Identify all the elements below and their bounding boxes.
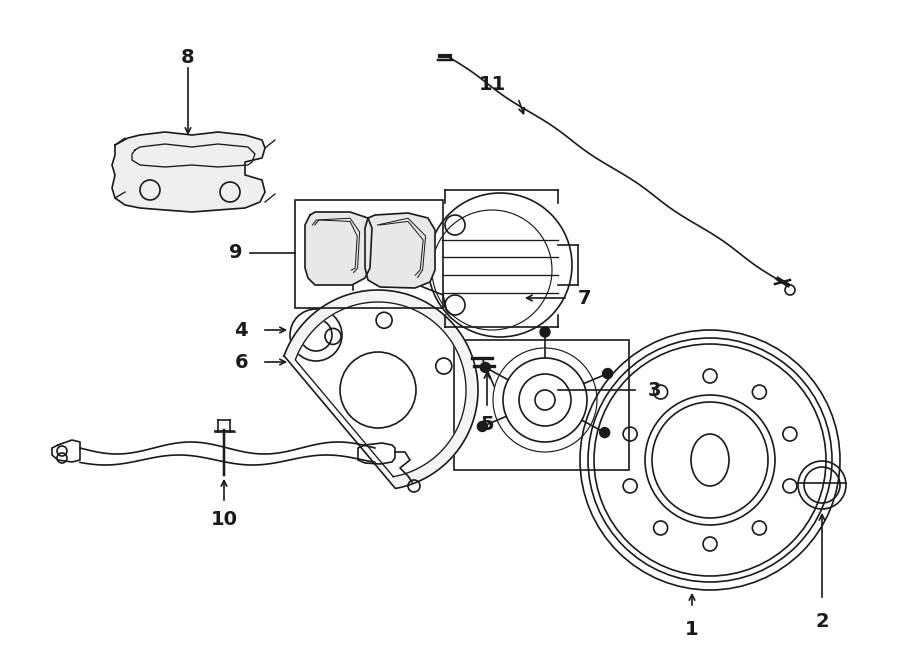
Text: 6: 6 xyxy=(234,352,248,371)
Text: 4: 4 xyxy=(234,321,248,340)
Text: 5: 5 xyxy=(481,415,494,434)
Circle shape xyxy=(540,327,550,337)
Circle shape xyxy=(603,369,613,379)
Circle shape xyxy=(599,428,609,438)
Text: 2: 2 xyxy=(815,612,829,631)
Text: 11: 11 xyxy=(479,75,506,94)
Text: 8: 8 xyxy=(181,48,194,67)
Text: 10: 10 xyxy=(211,510,238,529)
Circle shape xyxy=(481,362,491,372)
Text: 1: 1 xyxy=(685,620,698,639)
Polygon shape xyxy=(305,212,372,285)
Text: 7: 7 xyxy=(578,288,591,307)
Circle shape xyxy=(477,422,488,432)
Polygon shape xyxy=(284,290,478,488)
Polygon shape xyxy=(365,213,435,288)
Text: 3: 3 xyxy=(648,381,662,399)
Bar xyxy=(295,200,443,308)
Polygon shape xyxy=(112,132,265,212)
Text: 9: 9 xyxy=(229,243,242,262)
Bar xyxy=(454,340,629,470)
